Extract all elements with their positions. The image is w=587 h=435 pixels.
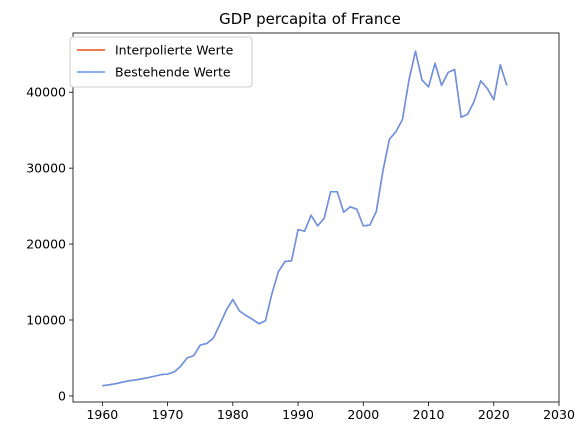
x-tick-label: 2020 (478, 407, 510, 422)
chart-title: GDP percapita of France (219, 10, 401, 28)
y-tick-label: 30000 (26, 161, 66, 176)
y-axis: 0 10000 20000 30000 40000 (26, 85, 73, 403)
y-tick-label: 20000 (26, 237, 66, 252)
x-tick-label: 2030 (543, 407, 575, 422)
plot-area (102, 50, 508, 387)
x-tick-label: 2000 (347, 407, 379, 422)
x-tick-label: 1970 (152, 407, 184, 422)
legend-label-2: Bestehende Werte (115, 65, 231, 80)
y-tick-label: 10000 (26, 313, 66, 328)
legend: Interpolierte Werte Bestehende Werte (69, 36, 253, 88)
legend-box (69, 36, 253, 88)
series-line-2 (102, 50, 508, 387)
x-axis: 1960 1970 1980 1990 2000 2010 2020 2030 (86, 402, 575, 422)
y-tick-label: 40000 (26, 85, 66, 100)
x-tick-label: 1990 (282, 407, 314, 422)
y-tick-label: 0 (58, 388, 66, 403)
legend-label-1: Interpolierte Werte (115, 43, 234, 58)
x-tick-label: 2010 (413, 407, 445, 422)
x-tick-label: 1960 (86, 407, 118, 422)
x-tick-label: 1980 (217, 407, 249, 422)
axes-frame (72, 32, 560, 403)
series-line-1 (102, 50, 508, 387)
